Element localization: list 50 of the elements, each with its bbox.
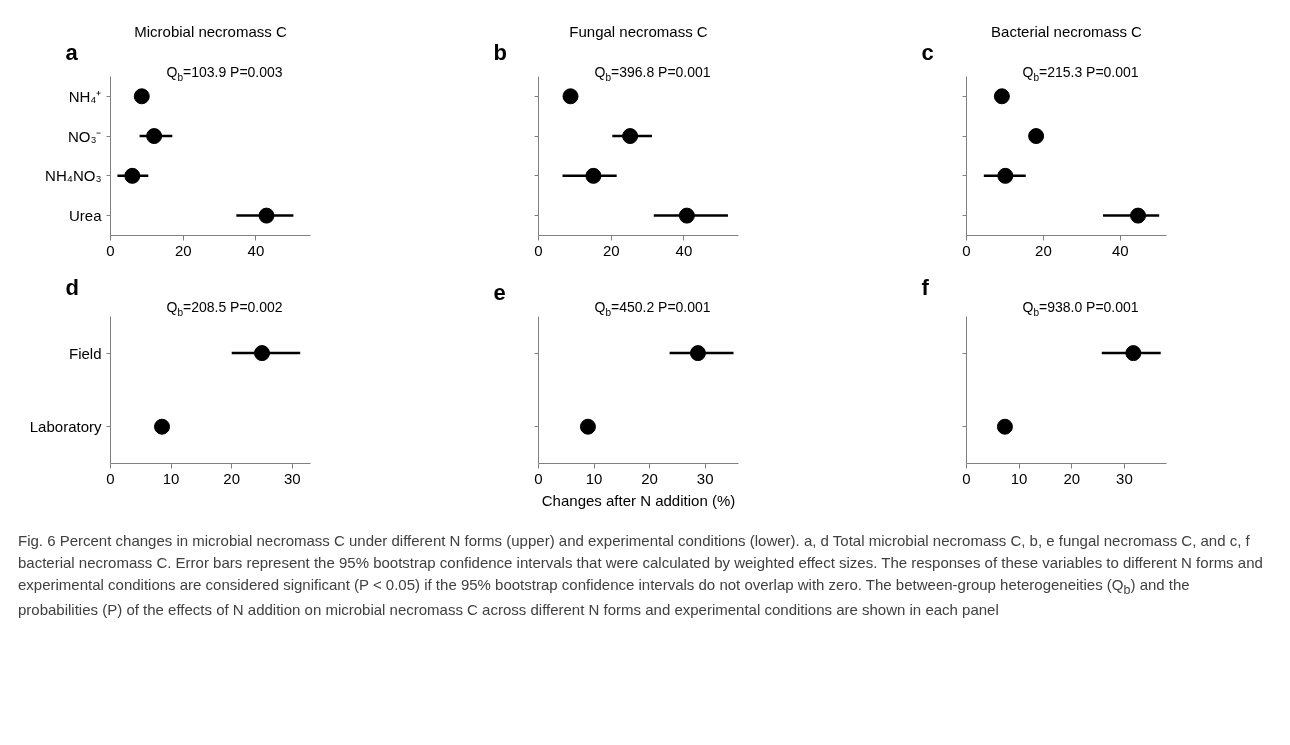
point [146, 128, 163, 145]
x-tick-label: 0 [534, 469, 543, 487]
x-axis-title: Changes after N addition (%) [541, 491, 736, 509]
point [585, 167, 602, 184]
y-tick-label: NH₄NO₃ [45, 167, 102, 185]
x-tick-label: 30 [696, 469, 714, 487]
point [678, 207, 695, 224]
x-tick-label: 40 [1112, 241, 1129, 259]
point [1028, 128, 1045, 145]
text: a [65, 39, 79, 65]
text: b [493, 39, 507, 65]
point [1130, 207, 1147, 224]
point [993, 88, 1010, 105]
text: Fig. 6 Percent changes in microbial necromass C under different N forms (upper) and experimental conditions (lower). a, d Total microbial necromass C, b, e fungal necromass C, and c, f bacterial necromass C. Error bars represent the 95% bootstrap confidence intervals that were calculated by weighted effect sizes. The responses of these variables to different N forms and experimental conditions are considered significant (P < 0.05) if the 95% bootstrap confidence intervals do not overlap with zero. The between-group heterogeneities (Q$_{b}$) and the probabilities (P) of the effects of N addition on microbial necromass C across different N forms and experimental conditions are shown in each panel [18, 532, 1263, 618]
x-tick-label: 20 [223, 469, 241, 487]
x-tick-label: 0 [962, 469, 971, 487]
x-tick-label: 10 [585, 469, 603, 487]
x-tick-label: 0 [534, 241, 543, 259]
point [124, 167, 141, 184]
chart-title: Fungal necromass C [569, 22, 708, 40]
y-tick-label: Field [68, 344, 102, 362]
x-tick-label: 10 [162, 469, 180, 487]
point [133, 88, 150, 105]
y-tick-label: NH₄⁺ [68, 87, 102, 105]
x-tick-label: 40 [247, 241, 265, 259]
x-tick-label: 20 [1063, 469, 1081, 487]
x-tick-label: 30 [1116, 469, 1133, 487]
point [997, 167, 1014, 184]
text: f [921, 274, 930, 300]
x-tick-label: 20 [641, 469, 658, 487]
y-tick-label: NO₃⁻ [67, 127, 102, 145]
y-tick-label: Laboratory [29, 418, 102, 436]
text: c [921, 39, 934, 65]
text: d [65, 274, 79, 300]
chart-title: Bacterial necromass C [991, 22, 1143, 40]
point [258, 207, 275, 224]
point [562, 88, 579, 105]
x-tick-label: 0 [106, 469, 115, 487]
x-tick-label: 10 [1010, 469, 1028, 487]
x-tick-label: 40 [675, 241, 693, 259]
point [622, 128, 639, 145]
chart-title: Microbial necromass C [134, 22, 287, 40]
text: e [493, 279, 506, 305]
x-tick-label: 30 [283, 469, 301, 487]
x-tick-label: 20 [602, 241, 620, 259]
x-tick-label: 0 [106, 241, 115, 259]
y-tick-label: Urea [68, 207, 103, 225]
x-tick-label: 20 [1035, 241, 1052, 259]
x-tick-label: 20 [174, 241, 192, 259]
x-tick-label: 0 [962, 241, 971, 259]
